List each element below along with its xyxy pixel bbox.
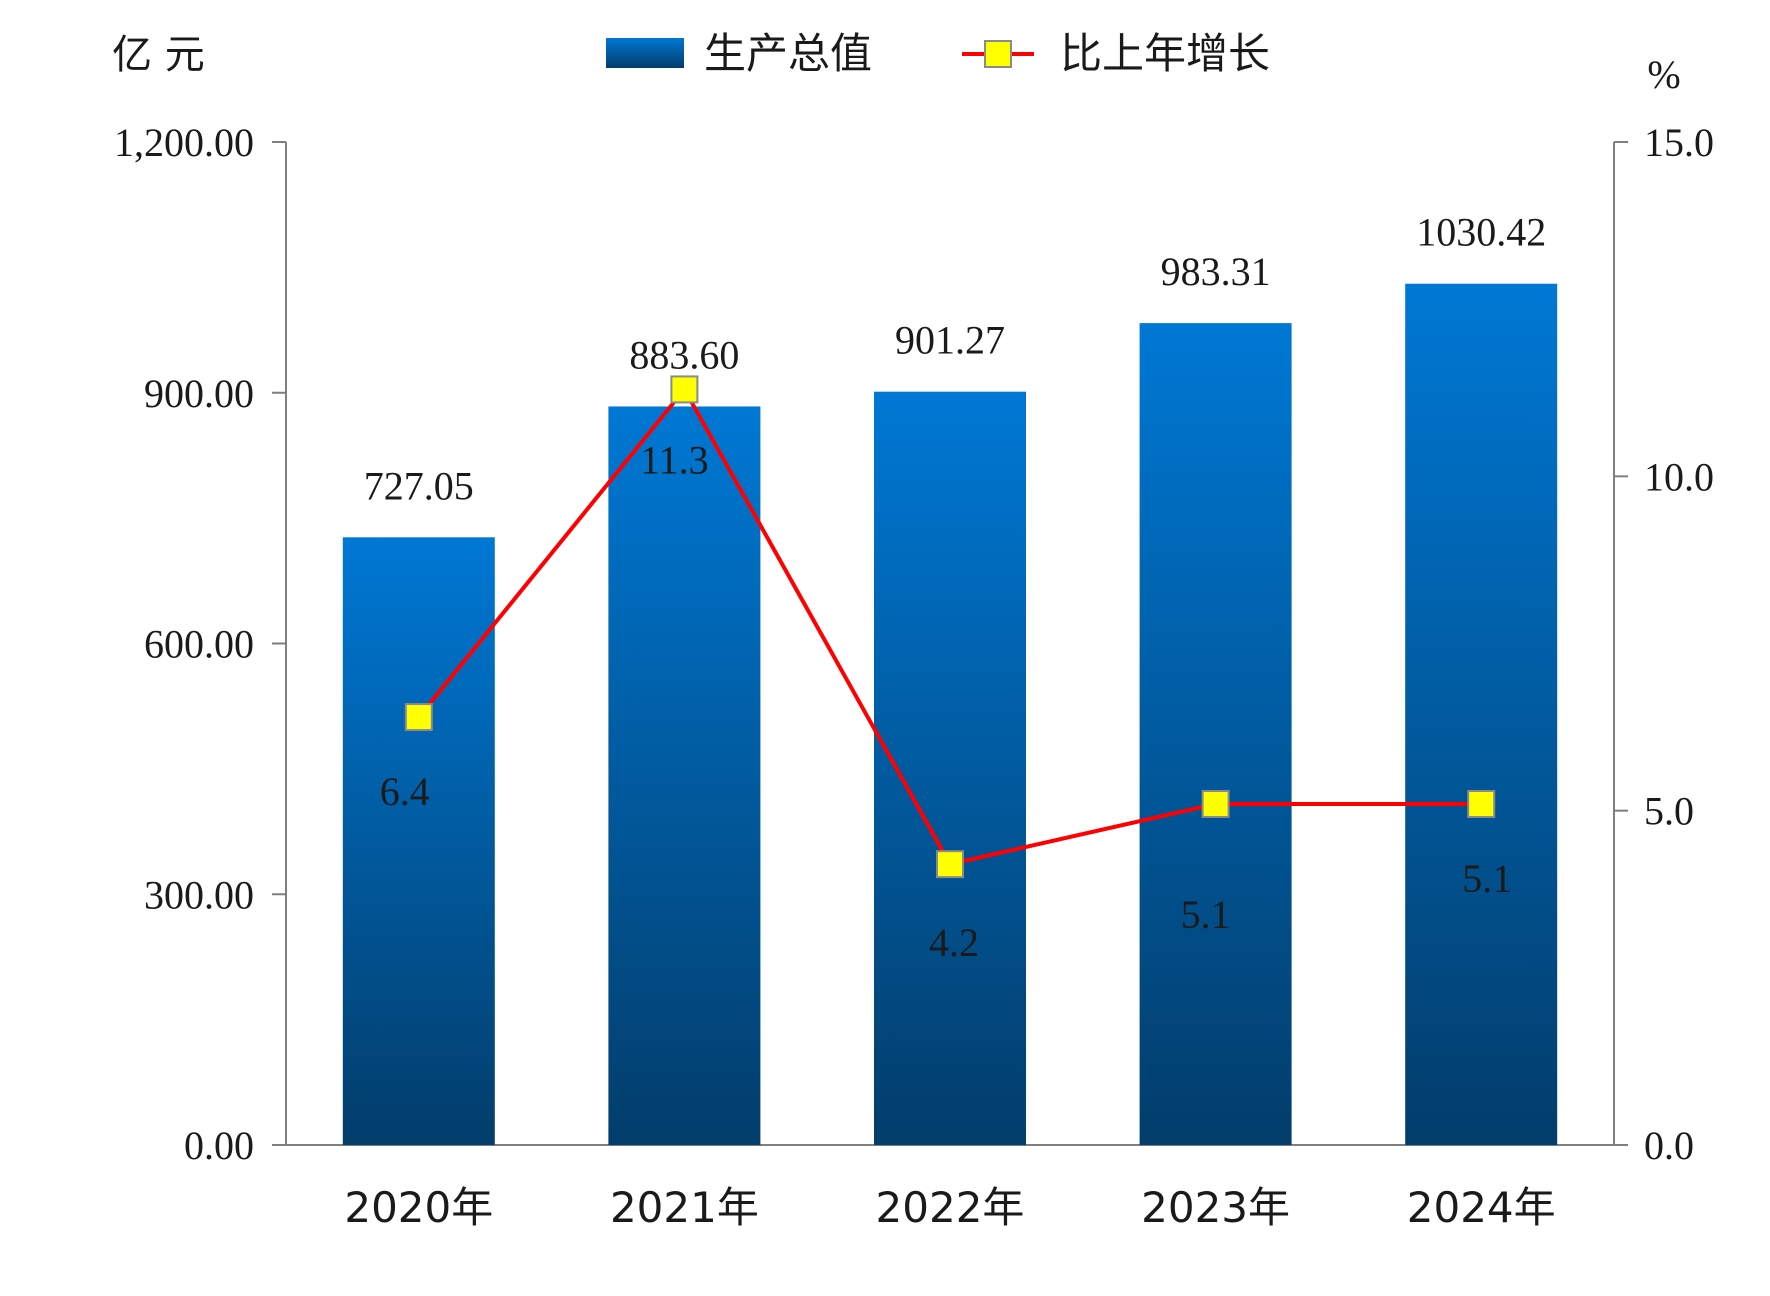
left-axis-tick-label: 0.00 bbox=[184, 1123, 254, 1168]
growth-series bbox=[404, 375, 1496, 879]
category-label: 2021年 bbox=[610, 1183, 759, 1232]
right-axis-tick-label: 0.0 bbox=[1644, 1123, 1694, 1168]
bars bbox=[342, 283, 1558, 1146]
growth-marker bbox=[1467, 789, 1496, 818]
growth-marker bbox=[936, 850, 964, 879]
legend-label-growth: 比上年增长 bbox=[1060, 29, 1270, 78]
legend-swatch-gdp bbox=[606, 38, 684, 68]
category-label: 2022年 bbox=[876, 1183, 1025, 1232]
right-axis-unit: % bbox=[1647, 52, 1680, 97]
bar-2023年 bbox=[1139, 323, 1292, 1146]
growth-value-label: 11.3 bbox=[640, 437, 709, 482]
category-label: 2024年 bbox=[1407, 1183, 1556, 1232]
bar-value-label: 727.05 bbox=[364, 463, 474, 508]
left-axis: 0.00 300.00 600.00 900.00 1,200.00 bbox=[114, 120, 287, 1168]
right-axis-tick-label: 5.0 bbox=[1644, 789, 1694, 834]
category-label: 2020年 bbox=[344, 1183, 493, 1232]
category-label: 2023年 bbox=[1141, 1183, 1290, 1232]
right-axis-tick-label: 10.0 bbox=[1644, 454, 1714, 499]
left-axis-tick-label: 900.00 bbox=[144, 371, 254, 416]
growth-value-label: 5.1 bbox=[1181, 892, 1231, 937]
bar-value-label: 901.27 bbox=[895, 318, 1005, 363]
category-labels: 2020年 2021年 2022年 2023年 2024年 bbox=[344, 1183, 1555, 1232]
left-axis-unit: 亿 元 bbox=[112, 32, 205, 78]
bar-2021年 bbox=[608, 406, 761, 1146]
growth-marker bbox=[404, 703, 433, 732]
left-axis-tick-label: 1,200.00 bbox=[114, 120, 254, 165]
bar-value-label: 1030.42 bbox=[1416, 210, 1546, 255]
legend-marker-growth bbox=[984, 40, 1012, 68]
growth-marker bbox=[1201, 789, 1230, 818]
bar-2024年 bbox=[1405, 283, 1558, 1146]
left-axis-tick-label: 600.00 bbox=[144, 622, 254, 667]
left-axis-tick-label: 300.00 bbox=[144, 872, 254, 917]
bar-value-labels: 727.05 883.60 901.27 983.31 1030.42 bbox=[364, 210, 1546, 509]
bar-value-label: 883.60 bbox=[629, 332, 739, 377]
bar-2020年 bbox=[342, 537, 495, 1145]
growth-marker bbox=[670, 375, 699, 404]
growth-value-label: 6.4 bbox=[380, 769, 430, 814]
bar-value-label: 983.31 bbox=[1161, 249, 1271, 294]
right-axis: 0.0 5.0 10.0 15.0 bbox=[1613, 120, 1714, 1168]
growth-value-label: 5.1 bbox=[1462, 856, 1512, 901]
growth-value-labels: 6.4 11.3 4.2 5.1 5.1 bbox=[380, 437, 1512, 965]
right-axis-tick-label: 15.0 bbox=[1644, 120, 1714, 165]
legend: 生产总值 比上年增长 bbox=[606, 29, 1270, 78]
bar-2022年 bbox=[874, 391, 1026, 1145]
legend-label-gdp: 生产总值 bbox=[704, 29, 872, 78]
growth-value-label: 4.2 bbox=[929, 920, 979, 965]
